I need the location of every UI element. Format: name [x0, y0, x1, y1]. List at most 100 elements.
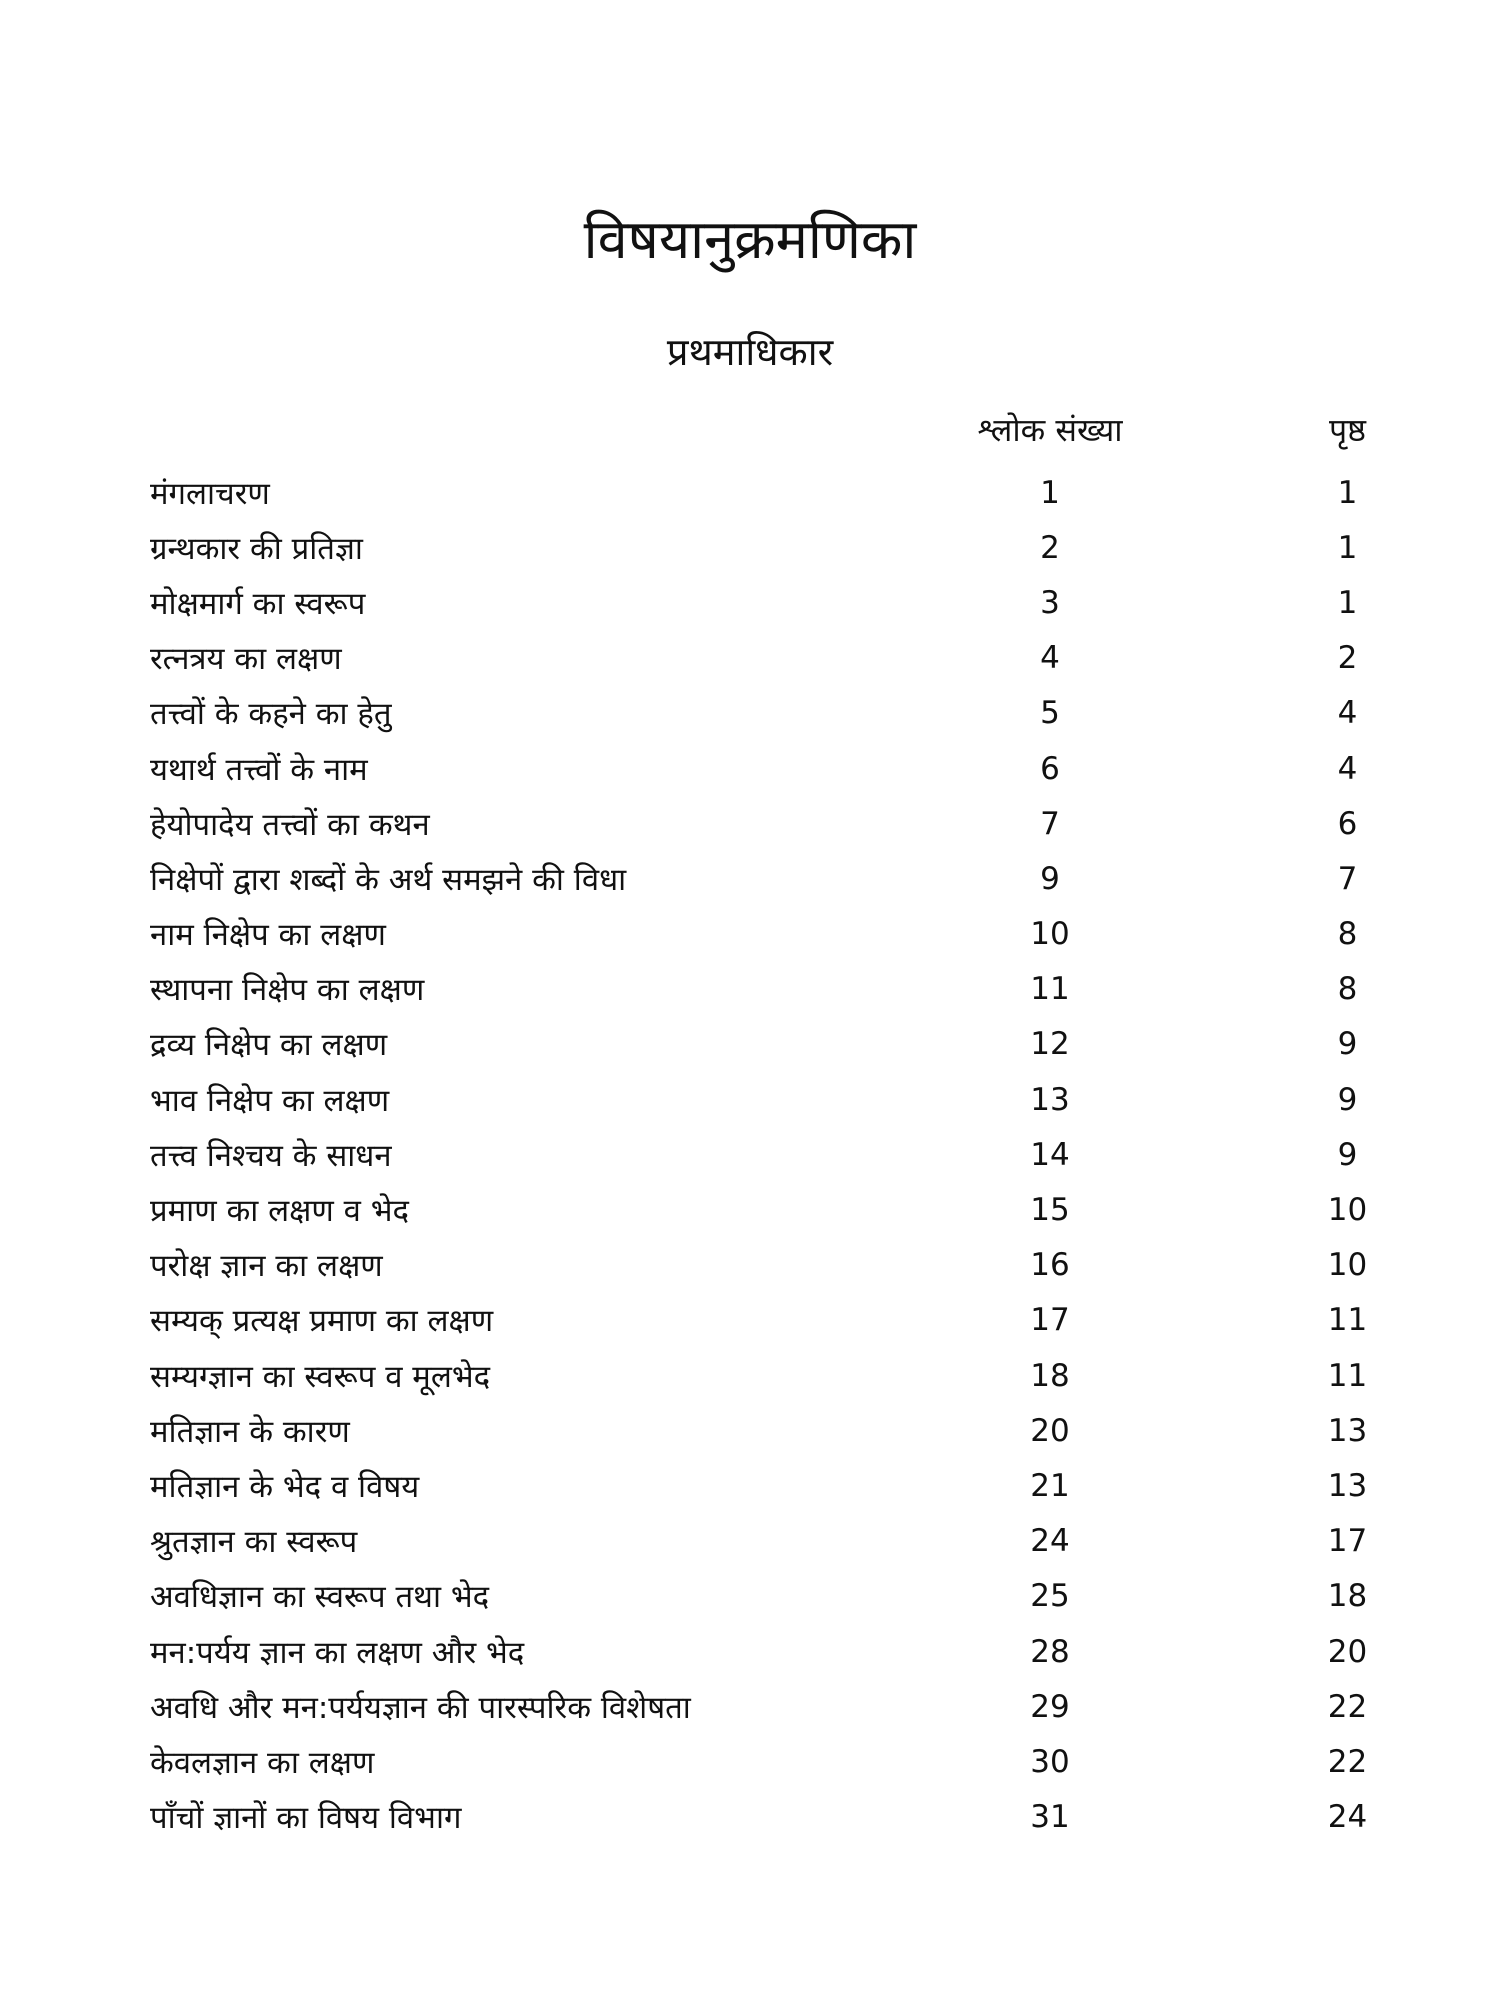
toc-entry: ग्रन्थकार की प्रतिज्ञा 2 1	[150, 520, 1400, 575]
entry-page-number: 7	[1337, 860, 1358, 897]
entry-page-number: 11	[1327, 1357, 1368, 1394]
entry-page-number: 13	[1327, 1467, 1368, 1504]
entry-page-number: 2	[1337, 640, 1358, 677]
entry-page-number: 1	[1337, 584, 1358, 621]
entry-shloka-number: 25	[1030, 1578, 1070, 1615]
entry-page-number: 10	[1327, 1192, 1368, 1229]
entry-topic: तत्त्व निश्चय के साधन	[150, 1137, 392, 1174]
toc-entry: तत्त्व निश्चय के साधन 14 9	[150, 1127, 1400, 1182]
toc-entry: भाव निक्षेप का लक्षण 13 9	[150, 1072, 1400, 1127]
entry-page-number: 11	[1327, 1302, 1368, 1339]
entry-topic: मन:पर्यय ज्ञान का लक्षण और भेद	[150, 1634, 525, 1671]
entry-shloka-number: 6	[1040, 750, 1060, 787]
toc-entry: द्रव्य निक्षेप का लक्षण 12 9	[150, 1017, 1400, 1072]
entry-topic: पाँचों ज्ञानों का विषय विभाग	[150, 1800, 462, 1837]
entry-topic: तत्त्वों के कहने का हेतु	[150, 696, 392, 733]
entry-shloka-number: 10	[1030, 916, 1070, 953]
table-of-contents: मंगलाचरण 1 1 ग्रन्थकार की प्रतिज्ञा 2 1 मोक्षम…	[150, 465, 1400, 1845]
entry-shloka-number: 13	[1030, 1081, 1070, 1118]
toc-entry: पाँचों ज्ञानों का विषय विभाग 31 24	[150, 1790, 1400, 1845]
entry-shloka-number: 30	[1030, 1743, 1070, 1780]
entry-page-number: 18	[1327, 1578, 1368, 1615]
entry-page-number: 8	[1337, 971, 1358, 1008]
entry-shloka-number: 3	[1040, 584, 1060, 621]
entry-topic: सम्यग्ज्ञान का स्वरूप व मूलभेद	[150, 1358, 491, 1395]
entry-shloka-number: 1	[1040, 474, 1060, 511]
entry-shloka-number: 16	[1030, 1247, 1070, 1284]
toc-entry: रत्नत्रय का लक्षण 4 2	[150, 631, 1400, 686]
column-header-page: पृष्ठ	[1328, 411, 1367, 449]
toc-entry: परोक्ष ज्ञान का लक्षण 16 10	[150, 1238, 1400, 1293]
entry-page-number: 22	[1327, 1743, 1368, 1780]
toc-entry: निक्षेपों द्वारा शब्दों के अर्थ समझने की…	[150, 851, 1400, 906]
entry-shloka-number: 2	[1040, 529, 1060, 566]
entry-shloka-number: 11	[1030, 971, 1070, 1008]
entry-page-number: 20	[1327, 1633, 1368, 1670]
entry-topic: नाम निक्षेप का लक्षण	[150, 917, 386, 954]
entry-shloka-number: 4	[1040, 640, 1060, 677]
entry-page-number: 13	[1327, 1412, 1368, 1449]
entry-page-number: 9	[1337, 1081, 1358, 1118]
entry-topic: मतिज्ञान के भेद व विषय	[150, 1468, 420, 1505]
toc-entry: हेयोपादेय तत्त्वों का कथन 7 6	[150, 796, 1400, 851]
entry-shloka-number: 14	[1030, 1136, 1070, 1173]
entry-topic: मोक्षमार्ग का स्वरूप	[150, 585, 366, 622]
entry-topic: यथार्थ तत्त्वों के नाम	[150, 751, 368, 788]
entry-shloka-number: 12	[1030, 1026, 1070, 1063]
entry-shloka-number: 5	[1040, 695, 1060, 732]
entry-shloka-number: 20	[1030, 1412, 1070, 1449]
entry-topic: भाव निक्षेप का लक्षण	[150, 1082, 390, 1119]
column-header-shloka: श्लोक संख्या	[977, 411, 1123, 449]
entry-shloka-number: 29	[1030, 1688, 1070, 1725]
entry-topic: अवधि और मन:पर्ययज्ञान की पारस्परिक विशेष…	[150, 1689, 691, 1726]
entry-topic: प्रमाण का लक्षण व भेद	[150, 1193, 410, 1230]
entry-shloka-number: 9	[1040, 860, 1060, 897]
page-title: विषयानुक्रमणिका	[583, 208, 917, 271]
entry-page-number: 9	[1337, 1026, 1358, 1063]
entry-topic: निक्षेपों द्वारा शब्दों के अर्थ समझने की…	[150, 861, 627, 898]
entry-shloka-number: 28	[1030, 1633, 1070, 1670]
entry-topic: हेयोपादेय तत्त्वों का कथन	[150, 806, 430, 843]
entry-page-number: 6	[1337, 805, 1358, 842]
toc-entry: नाम निक्षेप का लक्षण 10 8	[150, 907, 1400, 962]
entry-shloka-number: 18	[1030, 1357, 1070, 1394]
toc-entry: अवधिज्ञान का स्वरूप तथा भेद 25 18	[150, 1569, 1400, 1624]
entry-topic: परोक्ष ज्ञान का लक्षण	[150, 1248, 383, 1285]
toc-entry: मतिज्ञान के कारण 20 13	[150, 1403, 1400, 1458]
toc-entry: प्रमाण का लक्षण व भेद 15 10	[150, 1182, 1400, 1237]
toc-entry: मोक्षमार्ग का स्वरूप 3 1	[150, 575, 1400, 630]
entry-page-number: 4	[1337, 695, 1358, 732]
entry-topic: सम्यक् प्रत्यक्ष प्रमाण का लक्षण	[150, 1303, 494, 1340]
entry-page-number: 9	[1337, 1136, 1358, 1173]
toc-entry: मंगलाचरण 1 1	[150, 465, 1400, 520]
toc-entry: मतिज्ञान के भेद व विषय 21 13	[150, 1458, 1400, 1513]
chapter-title: प्रथमाधिकार	[666, 330, 834, 374]
entry-page-number: 1	[1337, 529, 1358, 566]
entry-shloka-number: 31	[1030, 1799, 1070, 1836]
entry-shloka-number: 21	[1030, 1467, 1070, 1504]
toc-entry: श्रुतज्ञान का स्वरूप 24 17	[150, 1514, 1400, 1569]
entry-shloka-number: 24	[1030, 1523, 1070, 1560]
entry-shloka-number: 17	[1030, 1302, 1070, 1339]
entry-topic: मतिज्ञान के कारण	[150, 1413, 350, 1450]
toc-entry: यथार्थ तत्त्वों के नाम 6 4	[150, 741, 1400, 796]
entry-page-number: 24	[1327, 1799, 1368, 1836]
entry-page-number: 22	[1327, 1688, 1368, 1725]
toc-entry: स्थापना निक्षेप का लक्षण 11 8	[150, 962, 1400, 1017]
toc-entry: मन:पर्यय ज्ञान का लक्षण और भेद 28 20	[150, 1624, 1400, 1679]
entry-shloka-number: 15	[1030, 1192, 1070, 1229]
entry-page-number: 17	[1327, 1523, 1368, 1560]
toc-entry: तत्त्वों के कहने का हेतु 5 4	[150, 686, 1400, 741]
entry-topic: द्रव्य निक्षेप का लक्षण	[150, 1027, 388, 1064]
toc-entry: सम्यक् प्रत्यक्ष प्रमाण का लक्षण 17 11	[150, 1293, 1400, 1348]
entry-topic: ग्रन्थकार की प्रतिज्ञा	[150, 530, 363, 567]
entry-topic: श्रुतज्ञान का स्वरूप	[150, 1524, 358, 1561]
toc-entry: केवलज्ञान का लक्षण 30 22	[150, 1734, 1400, 1789]
entry-topic: रत्नत्रय का लक्षण	[150, 641, 342, 678]
entry-page-number: 10	[1327, 1247, 1368, 1284]
entry-topic: केवलज्ञान का लक्षण	[150, 1744, 375, 1781]
toc-entry: अवधि और मन:पर्ययज्ञान की पारस्परिक विशेष…	[150, 1679, 1400, 1734]
entry-page-number: 4	[1337, 750, 1358, 787]
entry-topic: स्थापना निक्षेप का लक्षण	[150, 972, 425, 1009]
toc-entry: सम्यग्ज्ञान का स्वरूप व मूलभेद 18 11	[150, 1348, 1400, 1403]
